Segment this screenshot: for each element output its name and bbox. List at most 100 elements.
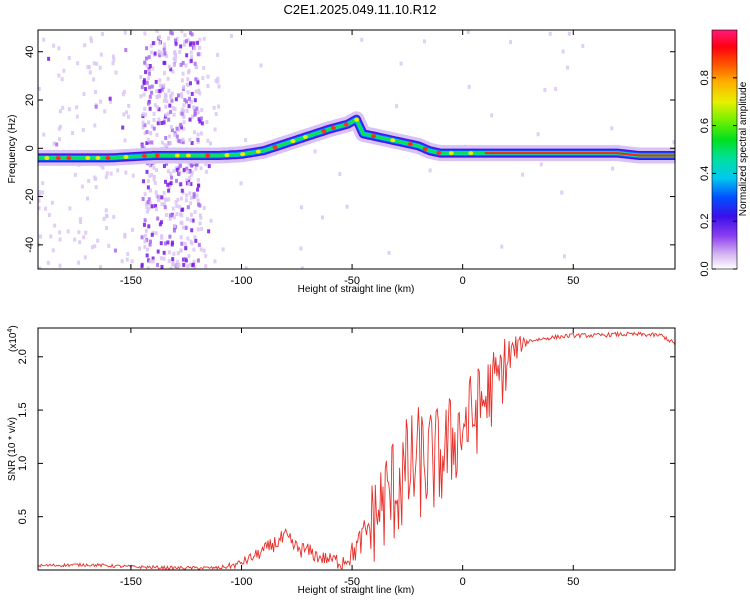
- spectrogram-noise-cell: [185, 166, 189, 171]
- spectrogram-noise-cell: [299, 246, 303, 251]
- spectrogram-noise-cell: [195, 106, 199, 111]
- spectrogram-noise-cell: [162, 98, 166, 103]
- snr-x-axis-title: Height of straight line (km): [298, 585, 415, 596]
- spectrogram-noise-cell: [180, 188, 184, 193]
- snr-multiplier-exponent: 4: [7, 329, 14, 333]
- spectrogram-noise-cell: [214, 78, 218, 83]
- spectrogram-noise-cell: [509, 40, 513, 45]
- spectrogram-x-tick-label: -50: [344, 275, 360, 287]
- spectrogram-noise-cell: [138, 246, 142, 251]
- spectrogram-noise-cell: [145, 204, 149, 209]
- spectrogram-noise-cell: [111, 61, 115, 66]
- spectrogram-noise-cell: [160, 140, 164, 145]
- spectrogram-noise-cell: [186, 236, 190, 241]
- spectrogram-noise-cell: [188, 175, 192, 180]
- spectrogram-noise-cell: [194, 77, 198, 82]
- spectrogram-noise-cell: [221, 247, 225, 252]
- spectrogram-noise-cell: [180, 94, 184, 99]
- spectrogram-noise-cell: [338, 172, 342, 177]
- spectrogram-noise-cell: [554, 86, 558, 91]
- spectrogram-noise-cell: [185, 217, 189, 222]
- chart-title: C2E1.2025.049.11.10.R12: [284, 2, 437, 17]
- spectrogram-noise-cell: [199, 131, 203, 136]
- spectrogram-noise-cell: [150, 140, 154, 145]
- spectrogram-noise-cell: [73, 172, 77, 177]
- spectrogram-noise-cell: [206, 138, 210, 143]
- spectrogram-noise-cell: [195, 65, 199, 70]
- spectrogram-noise-cell: [180, 78, 184, 83]
- spectrogram-noise-cell: [188, 191, 192, 196]
- snr-y-tick-label: 1.0: [17, 456, 29, 471]
- spectrogram-noise-cell: [189, 239, 193, 244]
- spectrogram-noise-cell: [180, 107, 184, 112]
- spectrogram-noise-cell: [200, 121, 204, 126]
- spectrogram-noise-cell: [206, 74, 210, 79]
- spectrogram-noise-cell: [160, 264, 164, 269]
- spectrogram-noise-cell: [169, 175, 173, 180]
- spectrogram-noise-cell: [204, 169, 208, 174]
- spectrogram-noise-cell: [146, 266, 150, 269]
- spectrogram-noise-cell: [155, 89, 159, 94]
- spectrogram-noise-cell: [192, 247, 196, 252]
- spectrogram-y-tick-label: -20: [24, 189, 36, 205]
- spectrogram-noise-cell: [177, 172, 181, 177]
- spectrogram-noise-cell: [145, 209, 149, 214]
- spectrogram-noise-cell: [123, 138, 127, 143]
- spectrogram-noise-cell: [157, 198, 161, 203]
- colorbar-ticks: 0.0 0.2 0.4 0.6 0.8: [699, 70, 737, 277]
- spectrogram-noise-cell: [163, 117, 167, 122]
- spectrogram-noise-cell: [187, 181, 191, 186]
- spectrogram-noise-cell: [108, 96, 112, 101]
- spectrogram-noise-cell: [44, 206, 48, 211]
- spectrogram-noise-cell: [80, 184, 84, 189]
- spectrogram-noise-cell: [68, 206, 72, 211]
- spectrogram-noise-cell: [178, 49, 182, 54]
- spectrogram-noise-cell: [158, 222, 162, 227]
- spectrogram-noise-cell: [158, 53, 162, 58]
- spectrogram-noise-cell: [581, 44, 585, 49]
- spectrogram-noise-cell: [192, 192, 196, 197]
- spectrogram-noise-cell: [148, 94, 152, 99]
- spectrogram-peak: [448, 151, 454, 156]
- spectrogram-noise-cell: [216, 52, 220, 57]
- spectrogram-noise-cell: [60, 77, 64, 82]
- spectrogram-noise-cell: [192, 130, 196, 135]
- spectrogram-noise-cell: [185, 193, 189, 198]
- spectrogram-noise-cell: [239, 181, 243, 186]
- spectrogram-noise-cell: [191, 218, 195, 223]
- spectrogram-noise-cell: [175, 126, 179, 131]
- spectrogram-noise-cell: [139, 94, 143, 99]
- spectrogram-noise-cell: [205, 120, 209, 125]
- spectrogram-noise-cell: [200, 108, 204, 113]
- spectrogram-noise-cell: [196, 132, 200, 137]
- spectrogram-noise-cell: [207, 229, 211, 234]
- spectrogram-noise-cell: [38, 87, 41, 92]
- spectrogram-noise-cell: [58, 109, 62, 114]
- spectrogram-noise-cell: [155, 105, 159, 110]
- spectrogram-noise-cell: [168, 234, 172, 239]
- spectrogram-noise-cell: [58, 230, 62, 235]
- spectrogram-peak: [321, 128, 327, 133]
- spectrogram-noise-cell: [154, 190, 158, 195]
- spectrogram-noise-cell: [143, 60, 147, 65]
- spectrogram-noise-cell: [96, 238, 100, 243]
- spectrogram-noise-cell: [177, 139, 181, 144]
- spectrogram-noise-cell: [38, 206, 41, 211]
- spectrogram-noise-cell: [41, 190, 45, 195]
- spectrogram-noise-cell: [360, 37, 364, 42]
- spectrogram-noise-cell: [143, 31, 147, 36]
- spectrogram-noise-cell: [185, 108, 189, 113]
- spectrogram-noise-cell: [155, 132, 159, 137]
- spectrogram-noise-cell: [196, 52, 200, 57]
- snr-series-line: [38, 330, 675, 570]
- spectrogram-noise-cell: [166, 111, 170, 116]
- spectrogram-noise-cell: [186, 38, 190, 43]
- spectrogram-noise-cell: [148, 242, 152, 247]
- spectrogram-noise-cell: [196, 138, 200, 143]
- spectrogram-noise-cell: [147, 140, 151, 145]
- spectrogram-noise-cell: [193, 112, 197, 117]
- spectrogram-noise-cell: [152, 126, 156, 131]
- spectrogram-noise-cell: [140, 143, 144, 148]
- snr-multiplier: (x104): [7, 325, 19, 352]
- spectrogram-noise-cell: [170, 240, 174, 245]
